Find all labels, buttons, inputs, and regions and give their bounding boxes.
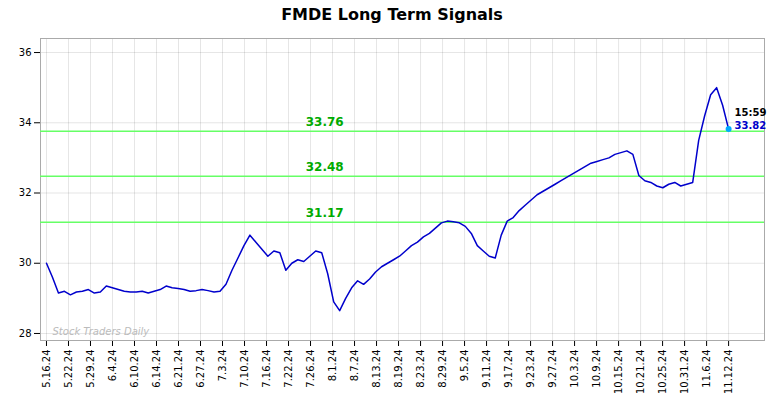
svg-text:11.6.24: 11.6.24 [701,350,712,388]
svg-text:34: 34 [19,117,32,128]
svg-text:7.16.24: 7.16.24 [261,350,272,388]
svg-text:32: 32 [19,187,32,198]
svg-text:30: 30 [19,257,32,268]
svg-text:10.9.24: 10.9.24 [591,350,602,388]
svg-text:8.1.24: 8.1.24 [327,350,338,382]
svg-text:7.10.24: 7.10.24 [239,350,250,388]
svg-text:8.29.24: 8.29.24 [437,350,448,388]
svg-text:5.16.24: 5.16.24 [41,350,52,388]
svg-text:32.48: 32.48 [306,160,344,174]
svg-text:9.27.24: 9.27.24 [547,350,558,388]
svg-text:33.82: 33.82 [735,120,767,131]
svg-text:9.11.24: 9.11.24 [481,350,492,388]
svg-text:6.10.24: 6.10.24 [129,350,140,388]
svg-text:5.22.24: 5.22.24 [63,350,74,388]
svg-text:7.26.24: 7.26.24 [305,350,316,388]
svg-text:36: 36 [19,47,32,58]
svg-text:8.19.24: 8.19.24 [393,350,404,388]
svg-text:10.3.24: 10.3.24 [569,350,580,388]
svg-text:10.21.24: 10.21.24 [635,350,646,395]
svg-text:8.13.24: 8.13.24 [371,350,382,388]
svg-text:8.7.24: 8.7.24 [349,350,360,382]
svg-text:7.22.24: 7.22.24 [283,350,294,388]
svg-text:6.14.24: 6.14.24 [151,350,162,388]
svg-text:Stock Traders Daily: Stock Traders Daily [53,326,151,337]
svg-text:8.23.24: 8.23.24 [415,350,426,388]
svg-text:7.3.24: 7.3.24 [217,350,228,382]
svg-text:28: 28 [19,328,32,339]
svg-text:6.4.24: 6.4.24 [107,350,118,382]
svg-text:31.17: 31.17 [306,206,344,220]
svg-text:11.12.24: 11.12.24 [723,350,734,395]
svg-text:6.27.24: 6.27.24 [195,350,206,388]
svg-text:10.15.24: 10.15.24 [613,350,624,395]
svg-text:10.31.24: 10.31.24 [679,350,690,395]
svg-text:9.23.24: 9.23.24 [525,350,536,388]
svg-text:33.76: 33.76 [306,115,344,129]
svg-text:9.5.24: 9.5.24 [459,350,470,382]
svg-text:10.25.24: 10.25.24 [657,350,668,395]
svg-text:6.21.24: 6.21.24 [173,350,184,388]
svg-text:5.29.24: 5.29.24 [85,350,96,388]
html-text:FMDE Long Term Signals: FMDE Long Term Signals [281,5,503,24]
svg-text:15:59: 15:59 [735,107,767,118]
svg-text:9.17.24: 9.17.24 [503,350,514,388]
